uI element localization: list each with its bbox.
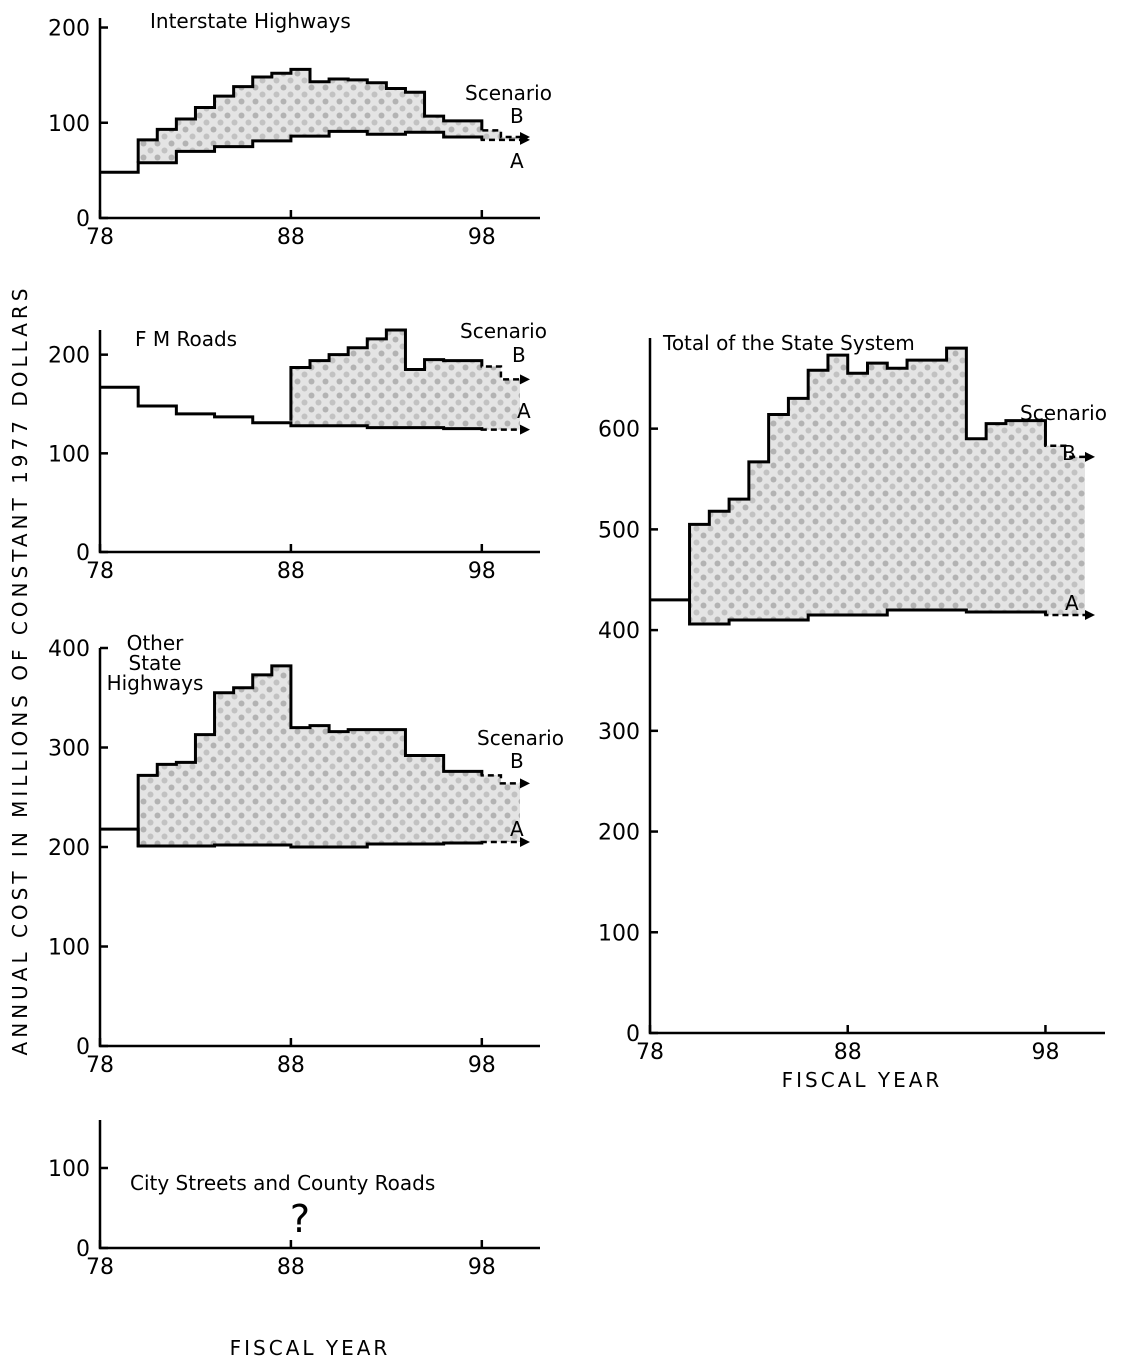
panel-title: City Streets and County Roads [130, 1171, 435, 1195]
series-B-projection [480, 120, 520, 139]
shaded-region [689, 348, 1085, 625]
series-B-line [136, 67, 484, 163]
scenario-label: Scenario [1020, 401, 1107, 425]
y-tick-label: 0 [76, 1035, 90, 1060]
series-A-projection [1044, 611, 1085, 617]
y-tick-label: 200 [48, 344, 90, 369]
x-tick-label: 88 [834, 1040, 862, 1065]
series-B-projection [480, 771, 520, 785]
x-tick-label: 88 [277, 1255, 305, 1280]
y-tick-label: 200 [48, 836, 90, 861]
shaded-region [138, 665, 520, 847]
x-tick-label: 88 [277, 559, 305, 584]
series-B-label: B [510, 104, 524, 128]
x-axis-label-city: FISCAL YEAR [230, 1336, 391, 1360]
y-tick-label: 100 [48, 1157, 90, 1182]
series-A-label: A [510, 149, 524, 173]
series-A-label: A [517, 399, 531, 423]
x-tick-label: 78 [86, 559, 114, 584]
x-tick-label: 78 [86, 1053, 114, 1078]
series-B-arrow [520, 132, 530, 143]
series-B-projection [480, 360, 520, 381]
y-tick-label: 300 [48, 737, 90, 762]
panel-title-line: Highways [107, 671, 204, 695]
series-B-projection [1044, 420, 1085, 459]
y-tick-label: 100 [48, 936, 90, 961]
series-A-arrow [520, 424, 530, 435]
x-tick-label: 98 [468, 559, 496, 584]
scenario-label: Scenario [477, 726, 564, 750]
series-B-label: B [1062, 441, 1076, 465]
y-tick-label: 400 [48, 637, 90, 662]
panel-title-line: Other [127, 631, 185, 655]
x-tick-label: 88 [277, 225, 305, 250]
x-tick-label: 98 [1031, 1040, 1059, 1065]
series-A-label: A [1065, 591, 1079, 615]
panel-title: Total of the State System [662, 331, 915, 355]
series-B-arrow [520, 778, 530, 789]
x-tick-label: 98 [468, 225, 496, 250]
y-tick-label: 200 [598, 821, 640, 846]
chart-panel-3: 0 100 200 300 400 500 600 78 88 98 Scenario B A Total… [598, 331, 1107, 1065]
y-tick-label: 200 [48, 17, 90, 42]
series-A-line [100, 385, 484, 431]
y-tick-label: 300 [598, 720, 640, 745]
series-B-line [136, 664, 484, 847]
series-B-arrow [1085, 451, 1095, 462]
unknown-annotation: ? [290, 1197, 310, 1241]
panel-title-line: State [129, 651, 182, 675]
chart-panel-4: 0 100 78 88 98 City Streets and County Roads? [48, 1120, 540, 1280]
x-tick-label: 88 [277, 1053, 305, 1078]
y-tick-label: 100 [598, 921, 640, 946]
x-tick-label: 78 [86, 225, 114, 250]
y-tick-label: 500 [598, 518, 640, 543]
y-tick-label: 0 [76, 541, 90, 566]
series-B-line [289, 328, 484, 421]
y-axis-label: ANNUAL COST IN MILLIONS OF CONSTANT 1977… [8, 285, 32, 1056]
series-A-arrow [1085, 609, 1095, 620]
series-A-line [650, 598, 1047, 626]
series-A-line [100, 129, 484, 174]
y-tick-label: 0 [76, 1237, 90, 1262]
series-A-label: A [510, 817, 524, 841]
series-B-line [688, 346, 1047, 600]
panel-title: Interstate Highways [150, 9, 351, 33]
x-tick-label: 78 [636, 1040, 664, 1065]
series-A-projection [480, 137, 520, 142]
y-tick-label: 0 [626, 1022, 640, 1047]
panel-title: F M Roads [135, 327, 237, 351]
series-B-label: B [512, 343, 526, 367]
series-A-projection [480, 428, 520, 431]
y-tick-label: 0 [76, 207, 90, 232]
series-A-projection [480, 840, 520, 844]
y-tick-label: 600 [598, 418, 640, 443]
series-B-label: B [510, 749, 524, 773]
y-tick-label: 400 [598, 619, 640, 644]
y-tick-label: 100 [48, 442, 90, 467]
series-A-arrow [520, 837, 530, 848]
x-axis-label-total: FISCAL YEAR [782, 1068, 943, 1092]
scenario-label: Scenario [460, 319, 547, 343]
x-tick-label: 98 [468, 1255, 496, 1280]
series-B-arrow [520, 374, 530, 385]
y-tick-label: 100 [48, 112, 90, 137]
x-tick-label: 78 [86, 1255, 114, 1280]
x-tick-label: 98 [468, 1053, 496, 1078]
scenario-label: Scenario [465, 81, 552, 105]
